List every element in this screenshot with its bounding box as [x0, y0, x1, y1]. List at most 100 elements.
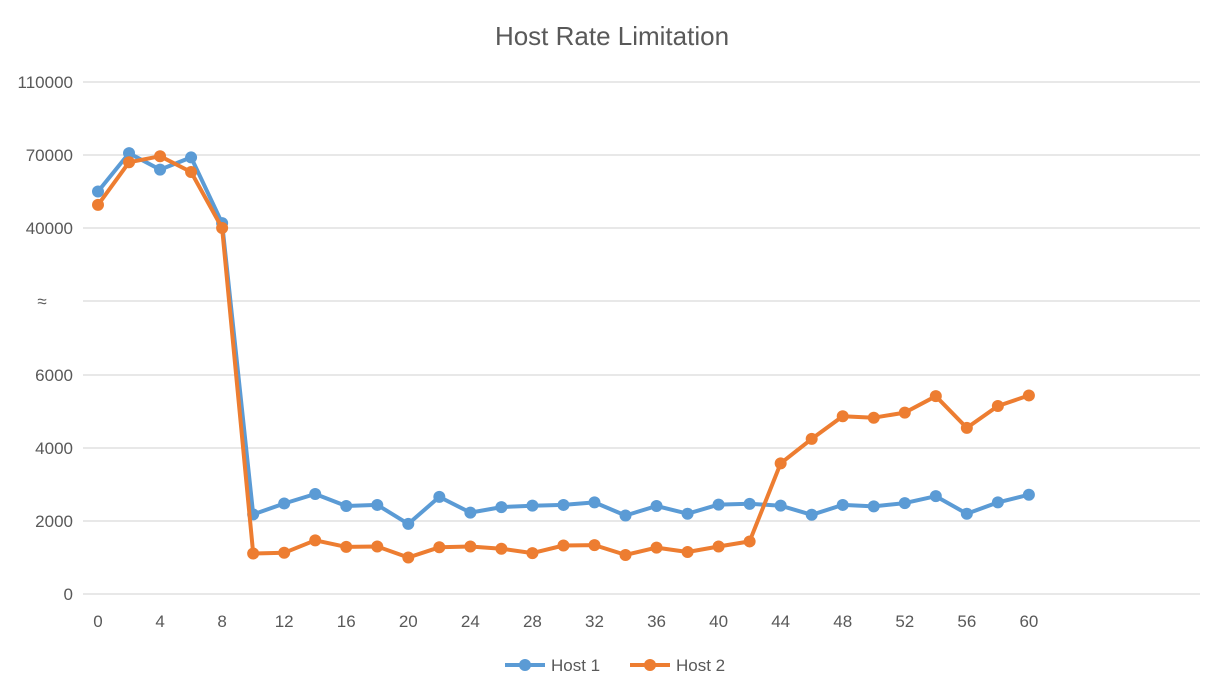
data-point: [991, 400, 1004, 413]
x-tick-label: 0: [93, 612, 102, 631]
data-point: [929, 490, 942, 503]
data-point: [681, 546, 694, 559]
x-tick-label: 40: [709, 612, 728, 631]
gridlines: [83, 81, 1200, 595]
data-point: [805, 508, 818, 521]
x-tick-label: 56: [957, 612, 976, 631]
data-point: [526, 499, 539, 512]
data-point: [588, 539, 601, 552]
data-point: [247, 547, 260, 560]
data-point: [681, 507, 694, 520]
data-point: [433, 541, 446, 554]
legend-marker: [644, 659, 656, 671]
legend-label: Host 2: [676, 656, 725, 675]
data-point: [557, 539, 570, 552]
data-point: [154, 163, 167, 176]
x-axis-ticks: 0 4 8 12 16 20 24 28 32 36 40 44 48 52 56 60: [93, 612, 1038, 631]
x-tick-label: 12: [275, 612, 294, 631]
data-point: [464, 506, 477, 519]
y-tick-label: 2000: [35, 512, 73, 531]
data-point: [123, 156, 136, 169]
x-tick-label: 28: [523, 612, 542, 631]
y-tick-label: 110000: [18, 73, 73, 92]
data-point: [743, 497, 756, 510]
data-point: [278, 546, 291, 559]
data-point: [557, 498, 570, 511]
data-point: [526, 547, 539, 560]
chart-title: Host Rate Limitation: [495, 21, 729, 51]
data-point: [185, 151, 198, 164]
data-point: [309, 534, 322, 547]
data-point: [774, 457, 787, 470]
y-axis-ticks: 110000 70000 40000 ≈6000 4000 2000 0: [18, 73, 73, 604]
data-point: [650, 541, 663, 554]
y-tick-label: 70000: [26, 146, 73, 165]
series-1: [92, 147, 1035, 530]
x-tick-label: 52: [895, 612, 914, 631]
data-point: [712, 540, 725, 553]
series-2: [92, 150, 1035, 564]
data-point: [712, 498, 725, 511]
data-point: [898, 406, 911, 419]
data-point: [1022, 389, 1035, 402]
y-tick-label: 6000: [35, 366, 73, 385]
data-point: [433, 490, 446, 503]
data-point: [898, 497, 911, 510]
data-point: [371, 498, 384, 511]
data-point: [619, 509, 632, 522]
legend-item: Host 2: [630, 656, 725, 675]
data-point: [960, 507, 973, 520]
data-point: [929, 390, 942, 403]
x-tick-label: 60: [1019, 612, 1038, 631]
data-point: [464, 540, 477, 553]
data-point: [991, 496, 1004, 509]
data-point: [836, 498, 849, 511]
x-tick-label: 48: [833, 612, 852, 631]
data-point: [309, 487, 322, 500]
data-point: [402, 517, 415, 530]
data-point: [92, 185, 104, 198]
data-point: [123, 147, 136, 160]
data-point: [216, 222, 229, 234]
data-point: [278, 497, 291, 510]
legend: Host 1 Host 2: [505, 656, 725, 675]
data-point: [1022, 488, 1035, 501]
data-point: [185, 166, 198, 179]
x-tick-label: 24: [461, 612, 480, 631]
data-point: [495, 542, 508, 555]
y-tick-label: ≈: [37, 292, 46, 311]
x-tick-label: 8: [217, 612, 226, 631]
y-tick-label: 4000: [35, 439, 73, 458]
data-point: [495, 501, 508, 514]
y-tick-label: 40000: [26, 219, 73, 238]
data-point: [867, 500, 880, 513]
x-tick-label: 16: [337, 612, 356, 631]
data-point: [154, 150, 167, 163]
data-point: [92, 198, 104, 211]
legend-marker: [519, 659, 531, 671]
data-point: [402, 551, 415, 564]
data-point: [340, 500, 353, 513]
x-tick-label: 36: [647, 612, 666, 631]
x-tick-label: 44: [771, 612, 790, 631]
series-line: [96, 151, 1031, 526]
data-point: [774, 499, 787, 512]
data-point: [805, 432, 818, 445]
series-lines: [92, 147, 1035, 564]
x-tick-label: 4: [155, 612, 164, 631]
x-tick-label: 32: [585, 612, 604, 631]
legend-item: Host 1: [505, 656, 600, 675]
data-point: [588, 496, 601, 509]
data-point: [743, 535, 756, 548]
data-point: [371, 540, 384, 553]
legend-label: Host 1: [551, 656, 600, 675]
data-point: [836, 410, 849, 423]
data-point: [340, 540, 353, 553]
data-point: [650, 500, 663, 513]
data-point: [619, 548, 632, 561]
data-point: [960, 421, 973, 434]
data-point: [867, 411, 880, 424]
y-tick-label: 0: [64, 585, 73, 604]
x-tick-label: 20: [399, 612, 418, 631]
